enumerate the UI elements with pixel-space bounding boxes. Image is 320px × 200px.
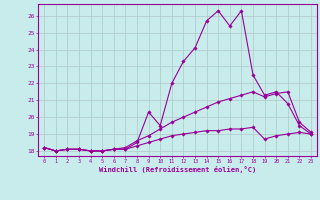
X-axis label: Windchill (Refroidissement éolien,°C): Windchill (Refroidissement éolien,°C)	[99, 166, 256, 173]
